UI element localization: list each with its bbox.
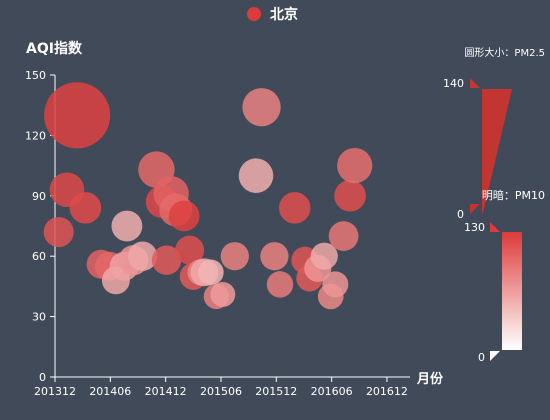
visualmap-size-title: 圆形大小：PM2.5: [464, 46, 545, 59]
data-point[interactable]: [266, 271, 294, 298]
visualmap-size-bar[interactable]: [482, 89, 512, 213]
data-point[interactable]: [151, 245, 182, 275]
data-point[interactable]: [310, 242, 338, 270]
x-tick-label: 201406: [89, 385, 131, 398]
y-tick-label: 30: [32, 311, 46, 324]
data-point[interactable]: [210, 281, 236, 307]
visualmap-size-min: 0: [457, 208, 464, 221]
data-point[interactable]: [328, 221, 359, 251]
scatter-points: [43, 82, 373, 310]
data-point[interactable]: [44, 82, 111, 149]
x-tick-label: 201412: [145, 385, 187, 398]
x-tick-label: 201612: [366, 385, 408, 398]
y-tick-label: 60: [32, 250, 46, 263]
visualmap-size-max: 140: [443, 77, 464, 90]
x-tick-label: 201606: [311, 385, 353, 398]
y-axis-ticks: 0 30 60 90 120 150: [25, 69, 55, 384]
data-point[interactable]: [168, 200, 200, 232]
data-point[interactable]: [278, 192, 311, 224]
visualmap-color-bar[interactable]: [502, 232, 522, 350]
visualmap-color-title: 明暗：PM10: [482, 188, 545, 202]
data-point[interactable]: [322, 271, 349, 298]
legend-label[interactable]: 北京: [270, 6, 298, 23]
x-axis-ticks: 201312 201406 201412 201506 201512 201606 2016…: [34, 377, 408, 398]
x-tick-label: 201512: [255, 385, 297, 398]
visualmap-size-handle-top[interactable]: [470, 78, 480, 88]
x-tick-label: 201506: [200, 385, 242, 398]
data-point[interactable]: [220, 242, 249, 271]
data-point[interactable]: [127, 241, 158, 271]
data-point[interactable]: [69, 192, 102, 224]
data-point[interactable]: [198, 259, 224, 286]
visualmap-color-handle-top[interactable]: [490, 222, 500, 232]
visualmap-color-min: 0: [478, 351, 485, 364]
legend-marker[interactable]: [247, 7, 261, 21]
data-point[interactable]: [238, 158, 274, 193]
y-tick-label: 90: [32, 190, 46, 203]
visualmap-size-handle-bottom[interactable]: [470, 204, 480, 214]
data-point[interactable]: [175, 235, 205, 265]
y-tick-label: 150: [25, 69, 46, 82]
y-tick-label: 120: [25, 129, 46, 142]
data-point[interactable]: [43, 216, 74, 248]
x-axis-title: 月份: [416, 371, 444, 387]
y-tick-label: 0: [39, 371, 46, 384]
data-point[interactable]: [242, 88, 281, 127]
x-tick-label: 201312: [34, 385, 76, 398]
visualmap-color-handle-bottom[interactable]: [490, 351, 500, 361]
visualmap-color-max: 130: [464, 221, 485, 234]
data-point[interactable]: [334, 180, 366, 212]
y-axis-title: AQI指数: [26, 40, 83, 57]
data-point[interactable]: [111, 210, 143, 242]
data-point[interactable]: [260, 242, 289, 271]
data-point[interactable]: [337, 147, 373, 184]
